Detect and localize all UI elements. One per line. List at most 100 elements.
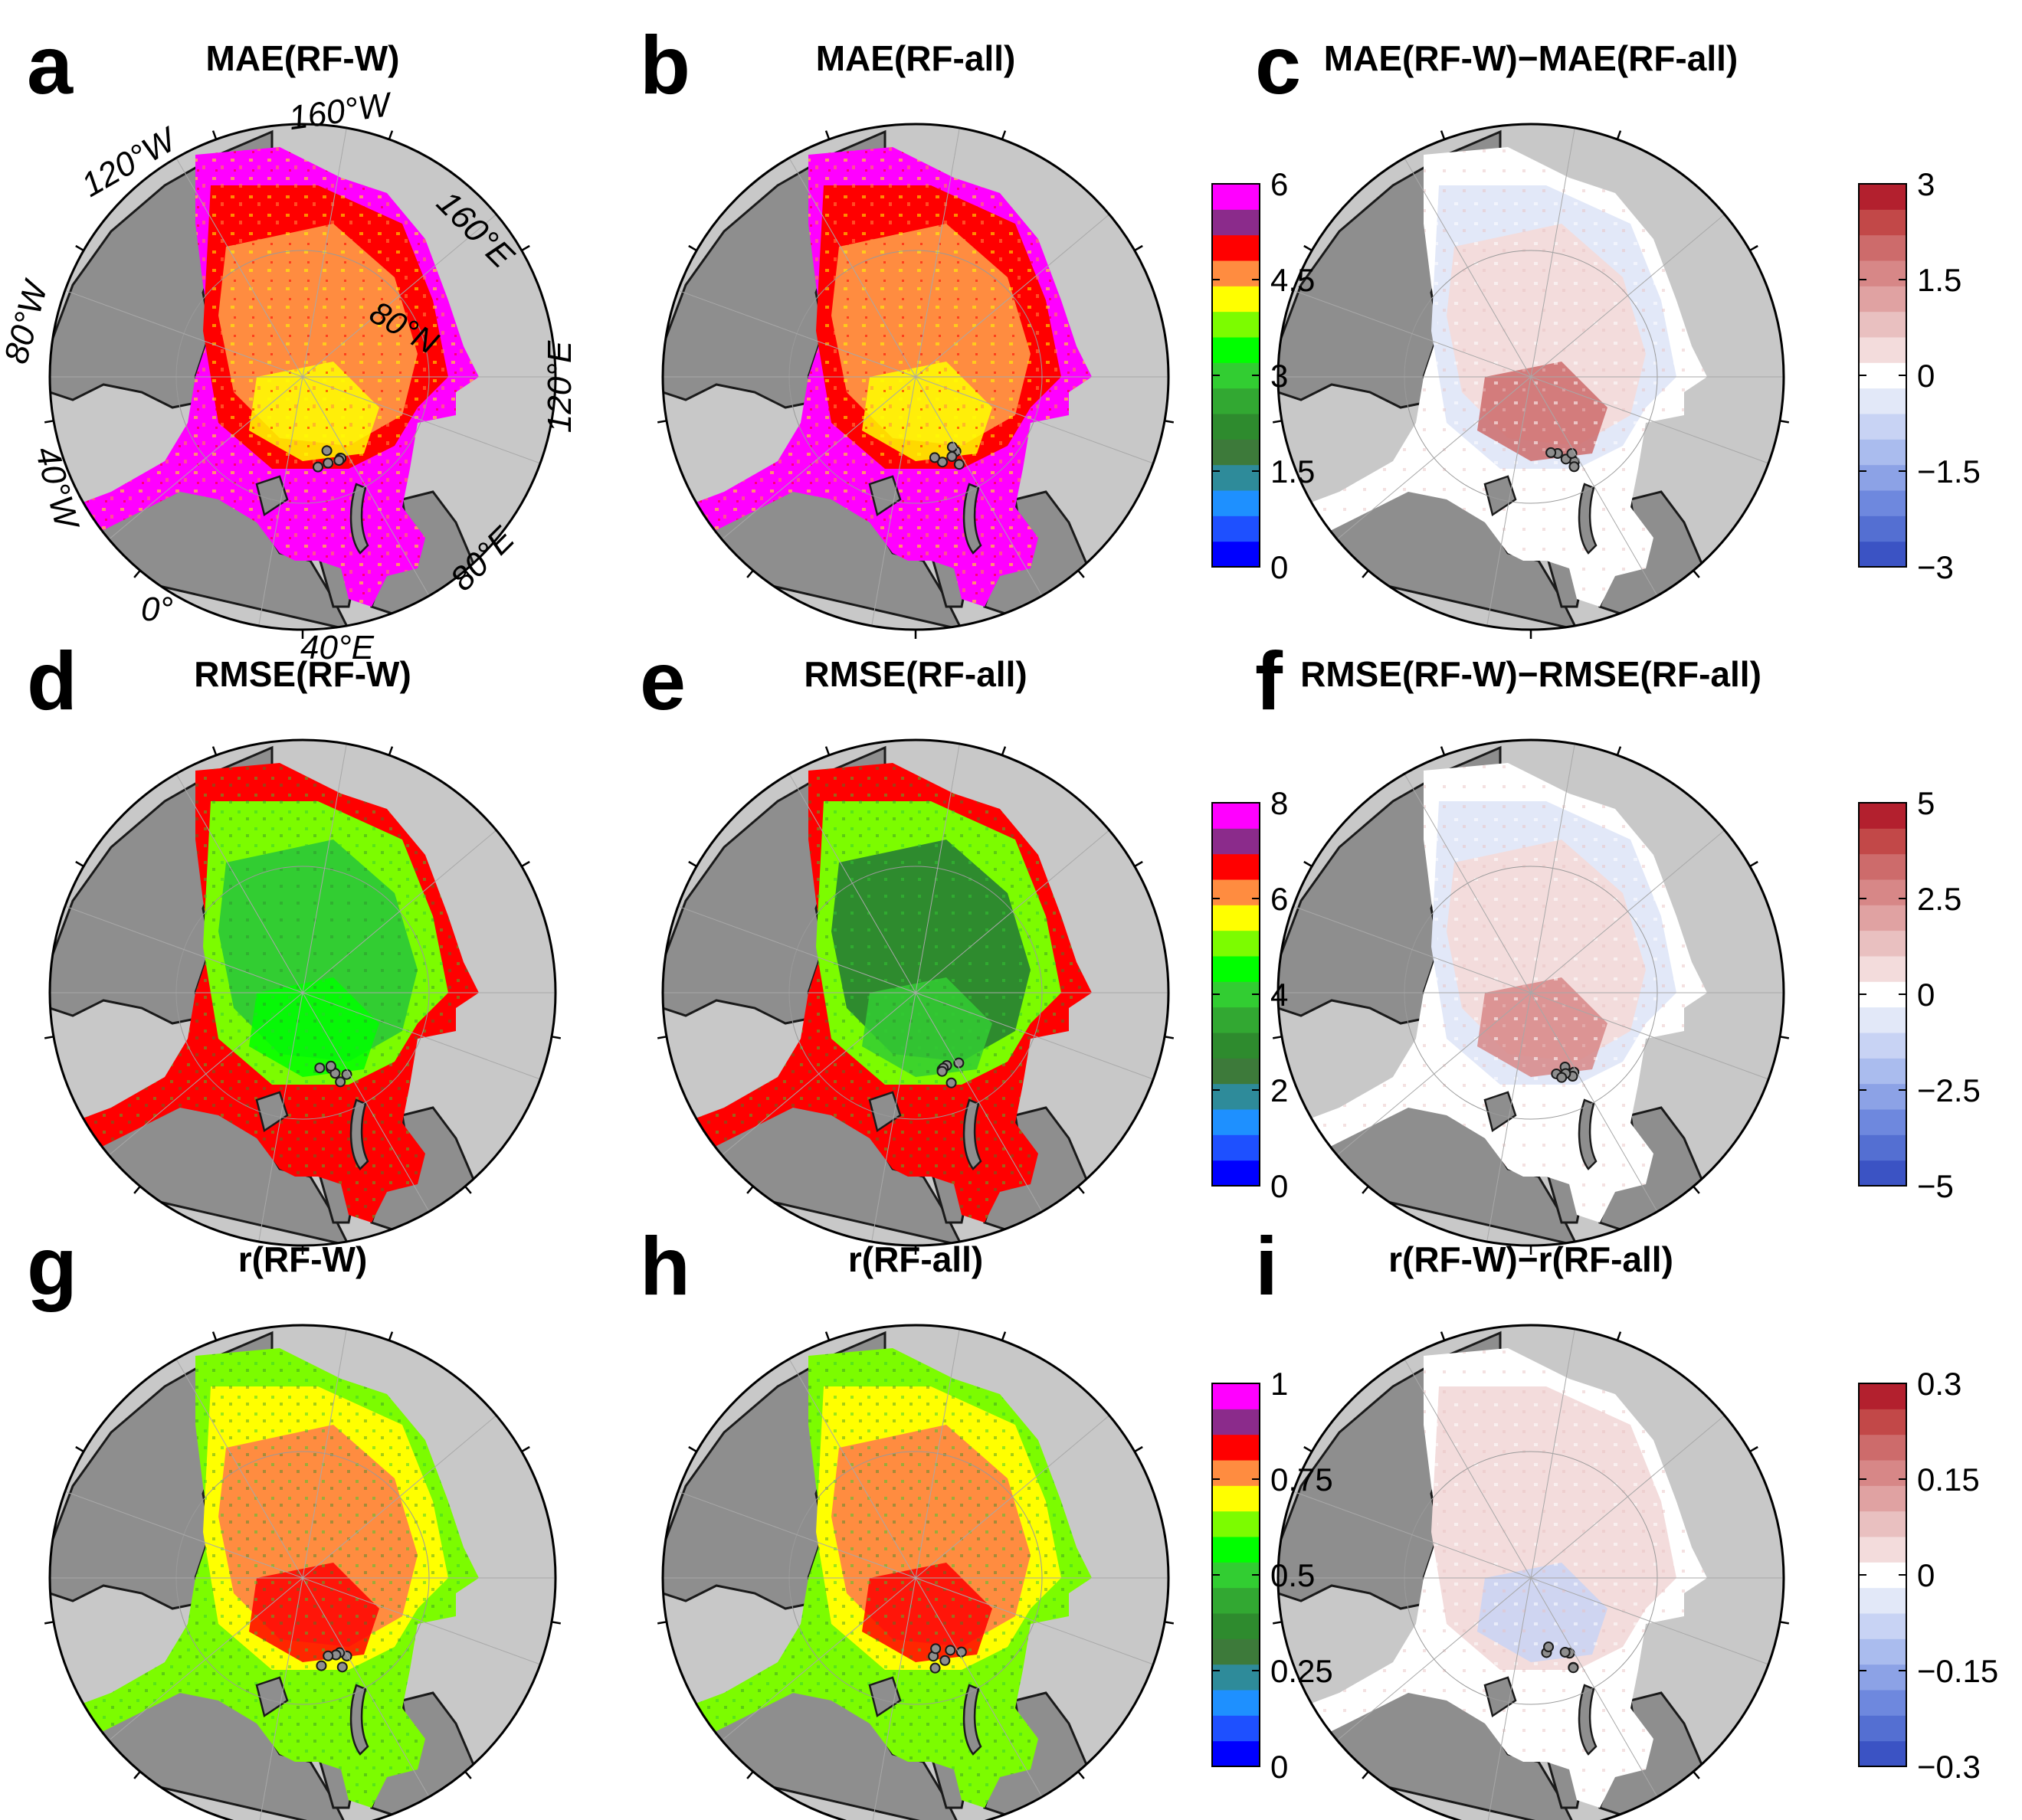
- colorbar-tick-label: 6: [1270, 166, 1288, 202]
- colorbar-swatch: [1212, 905, 1260, 931]
- colorbar-swatch: [1859, 1109, 1906, 1135]
- island: [930, 1643, 942, 1655]
- colorbar-swatch: [1859, 1083, 1906, 1110]
- island: [1483, 1676, 1517, 1718]
- colorbar-tick-label: 3: [1270, 358, 1288, 394]
- panel-title: r(RF-W)−r(RF-all): [1388, 1239, 1673, 1279]
- colorbar-swatch: [1212, 956, 1260, 982]
- colorbar-tick-label: −2.5: [1917, 1072, 1981, 1108]
- colorbar-swatch: [1859, 541, 1906, 568]
- colorbar-tick-label: 1.5: [1270, 453, 1315, 489]
- colorbar-swatch: [1859, 311, 1906, 338]
- island: [335, 1076, 346, 1088]
- colorbar-swatch: [1212, 1587, 1260, 1614]
- island: [936, 1065, 948, 1077]
- longitude-label: 80°W: [0, 275, 56, 367]
- lon-tick: [688, 244, 697, 252]
- lon-tick: [1001, 130, 1007, 140]
- lon-tick: [1164, 1036, 1175, 1039]
- island: [255, 1676, 289, 1718]
- colorbar-swatch: [1859, 879, 1906, 905]
- island: [325, 1060, 336, 1072]
- lon-tick: [824, 1331, 831, 1341]
- novaya-zemlya: [349, 1684, 369, 1756]
- novaya-zemlya: [1578, 1684, 1598, 1756]
- lon-tick: [1164, 1621, 1175, 1625]
- colorbar-tick-label: −5: [1917, 1168, 1954, 1204]
- lon-tick: [1077, 1185, 1085, 1194]
- colorbar-swatch: [1212, 209, 1260, 236]
- map-border: [661, 1324, 1170, 1820]
- colorbar-swatch: [1859, 981, 1906, 1008]
- map-panel: c MAE(RF-W)−MAE(RF-all): [1255, 18, 1790, 639]
- colorbar-swatch: [1859, 209, 1906, 236]
- colorbar-swatch: [1212, 828, 1260, 855]
- colorbar-swatch: [1212, 803, 1260, 829]
- novaya-zemlya: [962, 1098, 982, 1170]
- colorbar-swatch: [1859, 1638, 1906, 1665]
- colorbar-swatch: [1859, 1613, 1906, 1639]
- island: [868, 475, 902, 517]
- island: [929, 1662, 941, 1674]
- lon-tick: [211, 130, 218, 140]
- colorbar-swatch: [1212, 362, 1260, 389]
- island: [321, 445, 333, 457]
- lon-tick: [388, 746, 394, 756]
- lon-tick: [44, 1621, 54, 1625]
- colorbar-swatch: [1859, 1383, 1906, 1409]
- colorbar-tick-label: 0: [1270, 1168, 1288, 1204]
- lon-tick: [1362, 1770, 1369, 1779]
- colorbar-swatch: [1212, 930, 1260, 957]
- colorbars: 6 4.5 3 1.5 0 3 1.5 0 −1.5 −3 8 6 4 2 0 5 2.5 0 −2.5 −5 1 0.7…: [1211, 166, 1998, 1785]
- panels: a MAE(RF-W) b MAE(RF-all) c MAE(RF-W)−MAE(RF-…: [27, 18, 1790, 1820]
- colorbar-swatch: [1212, 490, 1260, 516]
- panel-title: RMSE(RF-W)−RMSE(RF-all): [1300, 654, 1761, 694]
- island: [336, 1661, 348, 1673]
- island: [314, 1062, 326, 1074]
- lon-tick: [551, 1621, 562, 1625]
- lon-tick: [44, 1036, 54, 1039]
- colorbar-tick-label: 5: [1917, 785, 1935, 821]
- lon-tick: [388, 130, 394, 140]
- colorbar: 0.3 0.15 0 −0.15 −0.3: [1858, 1366, 1998, 1785]
- island: [868, 1091, 902, 1133]
- island: [255, 475, 289, 517]
- colorbar-swatch: [1212, 184, 1260, 210]
- panel-letter: a: [27, 18, 74, 111]
- lon-tick: [521, 860, 530, 868]
- lon-tick: [1693, 569, 1700, 578]
- colorbar-swatch: [1859, 828, 1906, 855]
- colorbar-swatch: [1859, 1007, 1906, 1033]
- island: [255, 1091, 289, 1133]
- lon-tick: [75, 244, 84, 252]
- colorbar-tick-label: 6: [1270, 881, 1288, 917]
- island: [868, 1676, 902, 1718]
- panel-title: MAE(RF-W)−MAE(RF-all): [1324, 38, 1738, 78]
- island: [316, 1660, 327, 1671]
- colorbar-tick-label: 0.15: [1917, 1462, 1980, 1498]
- colorbar-swatch: [1212, 1638, 1260, 1665]
- colorbar-swatch: [1212, 981, 1260, 1008]
- panel-title: r(RF-all): [848, 1239, 983, 1279]
- lon-tick: [1164, 420, 1175, 424]
- colorbar-swatch: [1859, 803, 1906, 829]
- lon-tick: [824, 746, 831, 756]
- colorbar-swatch: [1859, 1160, 1906, 1187]
- colorbar-swatch: [1212, 1434, 1260, 1461]
- colorbar-swatch: [1859, 1587, 1906, 1614]
- lon-tick: [75, 1445, 84, 1453]
- colorbar-swatch: [1859, 930, 1906, 957]
- colorbar-swatch: [1859, 1460, 1906, 1486]
- lon-tick: [1440, 130, 1446, 140]
- lon-tick: [1749, 1445, 1758, 1453]
- map-panel: e RMSE(RF-all): [640, 634, 1175, 1255]
- colorbar-tick-label: 8: [1270, 785, 1288, 821]
- colorbar-swatch: [1212, 234, 1260, 261]
- colorbar: 8 6 4 2 0: [1211, 785, 1288, 1204]
- colorbar-tick-label: 2: [1270, 1072, 1288, 1108]
- lon-tick: [1272, 420, 1283, 424]
- colorbar-swatch: [1212, 1109, 1260, 1135]
- colorbar-swatch: [1859, 362, 1906, 389]
- lon-tick: [521, 1445, 530, 1453]
